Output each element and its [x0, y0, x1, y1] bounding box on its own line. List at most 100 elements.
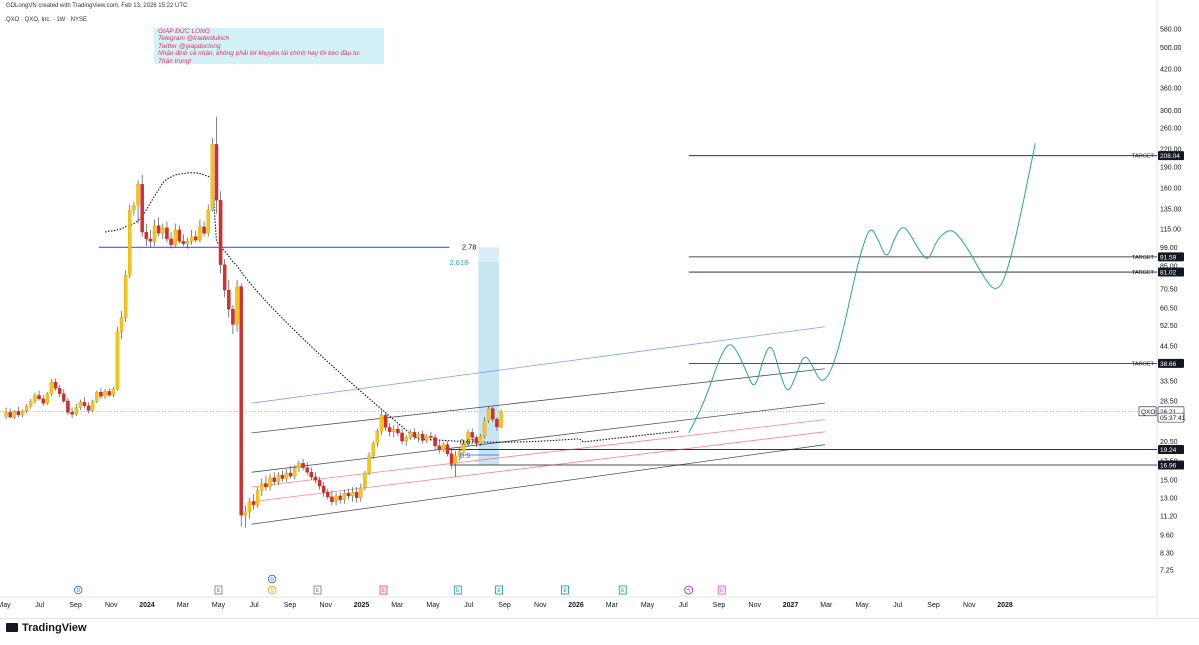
- candle-body: [375, 431, 380, 444]
- candle-body: [136, 184, 140, 206]
- y-tick-label: 33.50: [1160, 379, 1178, 386]
- candle-body: [251, 501, 256, 505]
- fib-zone: [478, 261, 499, 465]
- candle-body: [185, 241, 190, 244]
- candle-body: [45, 393, 50, 404]
- event-marker-earnings: [717, 585, 726, 595]
- candle-body: [99, 392, 103, 397]
- y-tick-label: 115.00: [1160, 226, 1181, 233]
- candle-body: [288, 472, 293, 477]
- candle-body: [346, 493, 351, 497]
- note-line: Twitter @giapduclong: [158, 42, 221, 50]
- x-tick-label: May: [426, 602, 440, 609]
- channel-line-upper: [251, 368, 825, 434]
- y-tick-label: 99.00: [1160, 245, 1178, 252]
- price-axis-label-box: [1158, 358, 1184, 368]
- event-marker-text: D: [270, 577, 274, 583]
- x-tick-label: Sep: [498, 602, 511, 609]
- candle-body: [313, 476, 318, 481]
- candle-body: [338, 495, 342, 500]
- candle-body: [140, 184, 144, 233]
- event-marker-text: E: [621, 588, 625, 594]
- moving-average-line: [104, 172, 679, 443]
- candle-body: [132, 205, 136, 211]
- symbol-line[interactable]: QXO · QXO, Inc. · 1W · NYSE: [6, 17, 88, 23]
- footer-bar: [0, 618, 1199, 645]
- candle-body: [20, 410, 25, 415]
- x-tick-label: Nov: [320, 602, 333, 609]
- y-tick-label: 60.50: [1160, 306, 1178, 313]
- candle-body: [379, 415, 384, 432]
- price-axis-label: 38.66: [1160, 361, 1177, 368]
- fib-label: 0.5: [460, 451, 470, 460]
- event-marker-dividend: [74, 585, 83, 595]
- candle-body: [474, 437, 479, 444]
- candle-body: [441, 444, 446, 450]
- candle-body: [330, 496, 334, 502]
- event-marker-text: S: [270, 588, 274, 594]
- price-chart[interactable]: 580.00 500.00 420.00 360.00 300.00 260.00 220.…: [0, 0, 1199, 618]
- y-tick-label: 260.00: [1160, 126, 1182, 133]
- candle-body: [387, 427, 392, 432]
- x-tick-label: Nov: [534, 602, 547, 609]
- y-tick-label: 300.00: [1160, 108, 1182, 115]
- candle-body: [161, 227, 165, 234]
- event-marker-text: D: [76, 588, 80, 594]
- event-marker-text: E: [497, 588, 501, 594]
- y-tick-label: 8.30: [1160, 551, 1174, 558]
- x-tick-label: Mar: [177, 602, 190, 609]
- event-marker-earnings: [561, 585, 569, 595]
- channel-line-mid: [251, 402, 825, 473]
- candle-body: [231, 308, 235, 325]
- event-marker-earnings: [313, 585, 322, 595]
- candle-body: [82, 402, 87, 406]
- price-axis-label-box: [1157, 412, 1185, 423]
- candle-body: [37, 395, 41, 399]
- candle-body: [206, 209, 210, 234]
- fib-label: 0.67: [460, 438, 475, 447]
- candle-body: [486, 408, 491, 421]
- candle-body: [202, 226, 206, 234]
- candle-body: [78, 402, 83, 408]
- candle-body: [62, 393, 66, 402]
- candle-body: [445, 444, 450, 454]
- candle-body: [214, 144, 219, 201]
- tradingview-logo[interactable]: TradingView: [6, 622, 87, 634]
- ticker-label-box: [1138, 406, 1157, 417]
- x-tick-label: Jul: [250, 602, 259, 609]
- price-axis-label-box: [1158, 444, 1184, 454]
- y-tick-label: 28.50: [1160, 398, 1178, 405]
- candle-body: [334, 495, 338, 502]
- event-marker-text: E: [217, 588, 221, 594]
- candle-body: [152, 225, 157, 242]
- price-axis-label-box: [1158, 252, 1184, 262]
- event-marker-split: [267, 585, 277, 595]
- candle-body: [354, 492, 359, 498]
- candle-body: [280, 475, 285, 479]
- candle-body: [297, 463, 301, 468]
- candle-body: [247, 501, 252, 513]
- y-tick-label: 9.60: [1160, 533, 1174, 540]
- candle-body: [239, 286, 243, 516]
- candle-body: [74, 407, 78, 415]
- projection-path: [688, 143, 1036, 434]
- candle-body: [210, 144, 215, 211]
- price-axis-label-box: [1158, 151, 1184, 161]
- y-tick-label: 7.25: [1160, 567, 1174, 574]
- candle-body: [86, 405, 91, 411]
- event-marker-earnings: [618, 585, 627, 595]
- x-tick-label: Nov: [105, 602, 118, 609]
- candle-body: [491, 408, 495, 420]
- price-axis-label: 26.21: [1160, 409, 1177, 416]
- candle-body: [433, 437, 437, 447]
- fib-label: 2.78: [462, 242, 477, 251]
- candle-body: [276, 475, 281, 482]
- x-tick-label: 2028: [997, 602, 1013, 609]
- candle-body: [363, 472, 367, 488]
- x-tick-label: May: [855, 602, 869, 609]
- candle-body: [169, 238, 173, 245]
- candle-body: [16, 411, 21, 415]
- x-tick-label: Mar: [820, 602, 833, 609]
- price-axis-label-box: [1158, 460, 1184, 470]
- price-axis-label: 19.24: [1160, 447, 1177, 454]
